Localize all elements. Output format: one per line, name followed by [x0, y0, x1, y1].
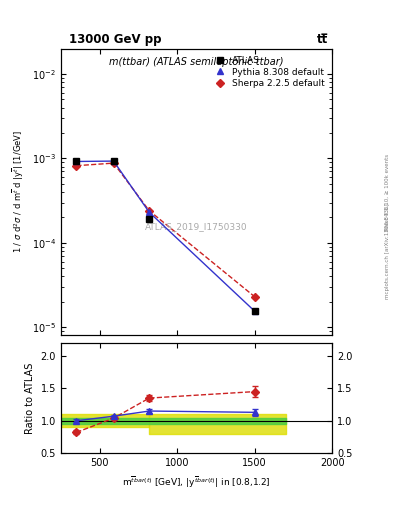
- Pythia 8.308 default: [147, 209, 152, 216]
- Pythia 8.308 default: [74, 158, 79, 164]
- Legend: ATLAS, Pythia 8.308 default, Sherpa 2.2.5 default: ATLAS, Pythia 8.308 default, Sherpa 2.2.…: [209, 53, 328, 91]
- Sherpa 2.2.5 default: [111, 160, 116, 166]
- Pythia 8.308 default: [111, 158, 116, 164]
- Y-axis label: 1 / $\sigma$ d$^2\sigma$ / d m$^{\overline{t}}$ d |y$^{\overline{t}}$| [1/GeV]: 1 / $\sigma$ d$^2\sigma$ / d m$^{\overli…: [11, 131, 26, 253]
- Sherpa 2.2.5 default: [147, 208, 152, 214]
- Text: Rivet 3.1.10, ≥ 100k events: Rivet 3.1.10, ≥ 100k events: [385, 154, 389, 230]
- Line: Sherpa 2.2.5 default: Sherpa 2.2.5 default: [73, 160, 257, 300]
- Text: 13000 GeV pp: 13000 GeV pp: [69, 33, 161, 46]
- ATLAS: [111, 158, 116, 164]
- Text: ATLAS_2019_I1750330: ATLAS_2019_I1750330: [145, 222, 248, 231]
- Text: tt̅: tt̅: [317, 33, 328, 46]
- Sherpa 2.2.5 default: [74, 163, 79, 169]
- ATLAS: [147, 216, 152, 222]
- Text: mcplots.cern.ch [arXiv:1306.3436]: mcplots.cern.ch [arXiv:1306.3436]: [385, 203, 389, 298]
- Line: Pythia 8.308 default: Pythia 8.308 default: [73, 158, 258, 314]
- ATLAS: [252, 308, 257, 314]
- ATLAS: [74, 158, 79, 164]
- Text: m(ttbar) (ATLAS semileptonic ttbar): m(ttbar) (ATLAS semileptonic ttbar): [109, 57, 284, 67]
- Pythia 8.308 default: [252, 308, 257, 314]
- Sherpa 2.2.5 default: [252, 293, 257, 300]
- Line: ATLAS: ATLAS: [73, 158, 258, 314]
- Y-axis label: Ratio to ATLAS: Ratio to ATLAS: [25, 362, 35, 434]
- X-axis label: m$^{\overline{t}bar(t)}$ [GeV], |y$^{\overline{t}bar(t)}$| in [0.8,1.2]: m$^{\overline{t}bar(t)}$ [GeV], |y$^{\ov…: [122, 474, 271, 489]
